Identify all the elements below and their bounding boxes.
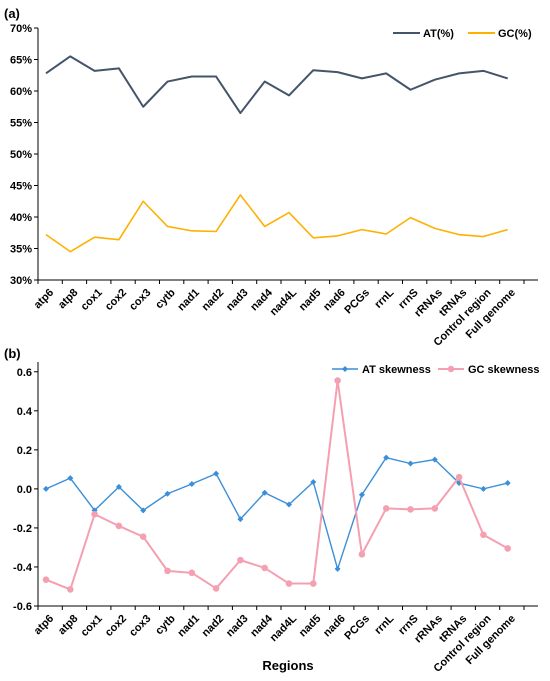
panel-b: (b) -0.6-0.4-0.20.00.20.40.6 atp6 atp8cox… xyxy=(4,346,540,675)
legend-marker-at-skew xyxy=(342,366,348,372)
data-point-diamond xyxy=(334,565,341,572)
x-tick-label: nad2 xyxy=(200,287,227,314)
y-tick-label: 55% xyxy=(10,118,32,130)
legend-label-at-skew: AT skewness xyxy=(362,364,431,376)
data-point-circle xyxy=(407,506,414,513)
x-tick-label: cox3 xyxy=(127,287,153,313)
x-tick-label: atp6 xyxy=(32,287,56,311)
data-point-circle xyxy=(431,505,439,512)
data-point-diamond xyxy=(286,501,292,508)
x-tick-label: nad3 xyxy=(224,613,251,640)
x-tick-label: atp8 xyxy=(56,287,80,311)
data-point-diamond xyxy=(67,475,74,482)
data-point-diamond xyxy=(407,460,414,467)
data-point-diamond xyxy=(164,490,171,497)
data-point-circle xyxy=(480,531,487,539)
data-point-diamond xyxy=(237,516,244,523)
legend-label-gc-skew: GC skewness xyxy=(468,364,540,376)
y-tick-label: 60% xyxy=(10,86,32,98)
series-line-0 xyxy=(45,55,508,115)
x-tick-label: cox2 xyxy=(103,287,129,313)
data-point-circle xyxy=(334,377,341,384)
data-point-circle xyxy=(67,586,74,593)
data-point-circle xyxy=(310,580,317,587)
series-line-0 xyxy=(45,456,508,570)
data-point-circle xyxy=(504,545,512,552)
data-point-circle xyxy=(285,580,293,587)
x-tick-label: cytb xyxy=(153,287,178,312)
x-tick-label: PCGs xyxy=(342,613,372,643)
y-tick-label: 30% xyxy=(10,275,32,287)
data-point-circle xyxy=(188,569,196,577)
x-tick-label: nad3 xyxy=(224,287,251,314)
series-line-1 xyxy=(45,379,509,591)
data-point-diamond xyxy=(188,481,195,487)
y-tick-label: -0.4 xyxy=(13,562,33,574)
x-tick-label: PCGs xyxy=(342,287,372,317)
data-point-circle xyxy=(115,522,123,530)
x-tick-label: cox1 xyxy=(79,287,105,313)
x-tick-label: cox2 xyxy=(103,613,129,639)
y-tick-label: 0.6 xyxy=(17,367,32,379)
data-point-circle xyxy=(455,473,463,481)
data-point-diamond xyxy=(310,479,317,486)
y-tick-label: 40% xyxy=(10,212,32,224)
data-point-diamond xyxy=(383,454,390,461)
y-tick-label: -0.2 xyxy=(13,523,32,535)
panel-a: (a) 30% 35% 40% 45% 50% 55% 60% 65% 70% atp6 atp8… xyxy=(4,6,538,349)
data-point-diamond xyxy=(115,483,122,490)
panel-a-label: (a) xyxy=(4,6,20,21)
data-point-circle xyxy=(237,556,244,564)
panel-b-label: (b) xyxy=(4,346,21,361)
legend-label-gc: GC(%) xyxy=(498,28,532,40)
data-point-circle xyxy=(164,567,171,575)
legend-marker-gc-skew xyxy=(447,365,455,373)
data-point-circle xyxy=(261,564,269,572)
x-tick-label: nad4L xyxy=(268,287,300,319)
data-point-circle xyxy=(358,550,366,558)
x-tick-label: atp6 xyxy=(32,613,56,637)
x-tick-label: nad5 xyxy=(297,287,324,314)
y-tick-label: -0.6 xyxy=(13,601,32,613)
x-tick-label: cox3 xyxy=(127,613,153,639)
x-tick-label: rrnL xyxy=(372,613,396,637)
data-point-diamond xyxy=(480,485,487,492)
y-tick-label: 70% xyxy=(10,23,32,35)
data-point-circle xyxy=(212,585,220,592)
y-tick-label: 0.4 xyxy=(17,406,33,418)
y-tick-label: 50% xyxy=(10,149,32,161)
x-tick-label: nad5 xyxy=(297,613,324,640)
panel-b-x-axis-title: Regions xyxy=(262,658,313,673)
data-point-circle xyxy=(382,505,390,512)
y-tick-label: 0.2 xyxy=(17,445,32,457)
panel-a-legend: AT(%) GC(%) xyxy=(393,28,532,40)
data-point-diamond xyxy=(358,491,365,498)
data-point-diamond xyxy=(261,489,268,496)
data-point-circle xyxy=(42,576,50,583)
x-tick-label: nad2 xyxy=(200,613,227,640)
data-point-circle xyxy=(91,510,98,518)
x-tick-label: cox1 xyxy=(79,613,105,639)
data-point-diamond xyxy=(504,480,511,487)
x-tick-label: rrnL xyxy=(372,287,396,311)
series-line-1 xyxy=(45,194,508,253)
data-point-circle xyxy=(139,533,147,541)
y-tick-label: 65% xyxy=(10,55,32,67)
x-tick-label: atp8 xyxy=(56,613,80,637)
y-tick-label: 35% xyxy=(10,244,32,256)
data-point-diamond xyxy=(140,507,147,514)
legend-label-at: AT(%) xyxy=(423,28,454,40)
data-point-diamond xyxy=(213,470,220,477)
panel-b-legend: AT skewness GC skewness xyxy=(332,364,540,376)
y-tick-label: 45% xyxy=(10,181,32,193)
y-tick-label: 0.0 xyxy=(17,484,32,496)
x-tick-label: nad1 xyxy=(175,613,202,640)
x-tick-label: cytb xyxy=(153,613,178,638)
x-tick-label: nad1 xyxy=(175,287,202,314)
data-point-diamond xyxy=(431,456,438,463)
x-tick-label: nad4L xyxy=(268,613,300,645)
data-point-diamond xyxy=(43,485,49,492)
